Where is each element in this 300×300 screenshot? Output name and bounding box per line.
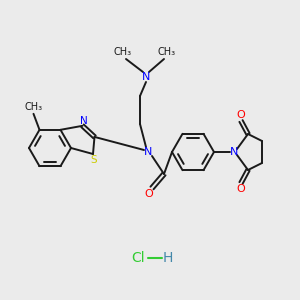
Text: O: O (145, 189, 153, 199)
Text: S: S (91, 155, 97, 165)
Text: Cl: Cl (131, 251, 145, 265)
Text: N: N (230, 147, 238, 157)
Text: CH₃: CH₃ (114, 47, 132, 57)
Text: N: N (80, 116, 87, 126)
Text: H: H (163, 251, 173, 265)
Text: CH₃: CH₃ (158, 47, 176, 57)
Text: N: N (144, 147, 152, 157)
Text: N: N (142, 72, 150, 82)
Text: CH₃: CH₃ (24, 102, 43, 112)
Text: O: O (237, 184, 245, 194)
Text: O: O (237, 110, 245, 120)
